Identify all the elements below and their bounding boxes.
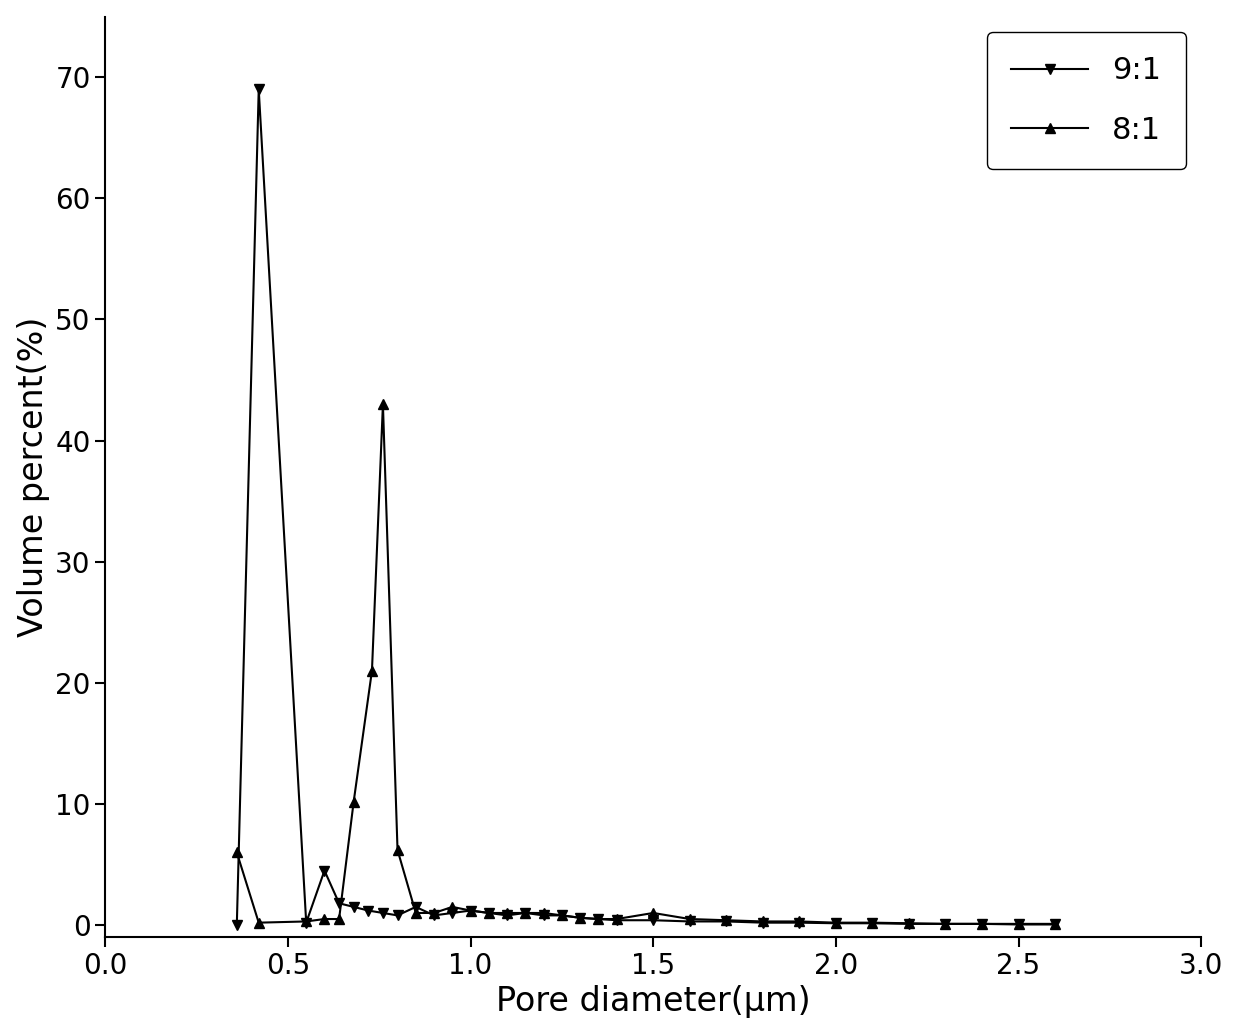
9:1 (536, 909, 551, 921)
8:1 (792, 915, 807, 927)
8:1 (609, 913, 624, 925)
Line: 9:1: 9:1 (232, 85, 1060, 929)
9:1 (792, 916, 807, 928)
8:1 (901, 917, 916, 929)
9:1 (464, 905, 479, 917)
9:1 (866, 917, 880, 929)
Y-axis label: Volume percent(%): Volume percent(%) (16, 317, 50, 638)
8:1 (408, 907, 423, 919)
8:1 (500, 907, 515, 919)
8:1 (828, 916, 843, 928)
8:1 (331, 913, 346, 925)
8:1 (376, 398, 391, 411)
8:1 (573, 912, 588, 924)
8:1 (554, 909, 569, 921)
9:1 (1048, 918, 1063, 930)
9:1 (331, 897, 346, 910)
8:1 (975, 918, 990, 930)
8:1 (1011, 918, 1025, 930)
8:1 (481, 907, 496, 919)
9:1 (445, 907, 460, 919)
9:1 (346, 900, 361, 913)
8:1 (445, 900, 460, 913)
8:1 (866, 916, 880, 928)
8:1 (317, 913, 332, 925)
8:1 (346, 795, 361, 807)
9:1 (573, 912, 588, 924)
9:1 (591, 913, 606, 925)
9:1 (901, 918, 916, 930)
9:1 (500, 909, 515, 921)
8:1 (937, 918, 952, 930)
9:1 (719, 915, 734, 927)
8:1 (1048, 918, 1063, 930)
8:1 (252, 916, 267, 928)
9:1 (828, 917, 843, 929)
9:1 (408, 900, 423, 913)
9:1 (646, 914, 661, 926)
9:1 (755, 916, 770, 928)
9:1 (554, 909, 569, 921)
8:1 (299, 915, 314, 927)
8:1 (719, 914, 734, 926)
9:1 (1011, 918, 1025, 930)
9:1 (937, 918, 952, 930)
8:1 (591, 913, 606, 925)
X-axis label: Pore diameter(μm): Pore diameter(μm) (496, 985, 811, 1018)
Line: 8:1: 8:1 (232, 400, 1060, 928)
9:1 (518, 907, 533, 919)
9:1 (229, 919, 244, 932)
9:1 (682, 915, 697, 927)
8:1 (365, 664, 379, 677)
9:1 (376, 907, 391, 919)
9:1 (299, 916, 314, 928)
9:1 (252, 83, 267, 95)
Legend: 9:1, 8:1: 9:1, 8:1 (987, 32, 1185, 170)
8:1 (536, 907, 551, 919)
9:1 (317, 864, 332, 877)
8:1 (427, 907, 441, 919)
9:1 (361, 905, 376, 917)
9:1 (975, 918, 990, 930)
8:1 (682, 913, 697, 925)
8:1 (755, 915, 770, 927)
9:1 (391, 909, 405, 921)
9:1 (427, 909, 441, 921)
8:1 (464, 905, 479, 917)
8:1 (229, 847, 244, 859)
9:1 (481, 907, 496, 919)
8:1 (391, 844, 405, 856)
9:1 (609, 914, 624, 926)
8:1 (646, 907, 661, 919)
8:1 (518, 907, 533, 919)
